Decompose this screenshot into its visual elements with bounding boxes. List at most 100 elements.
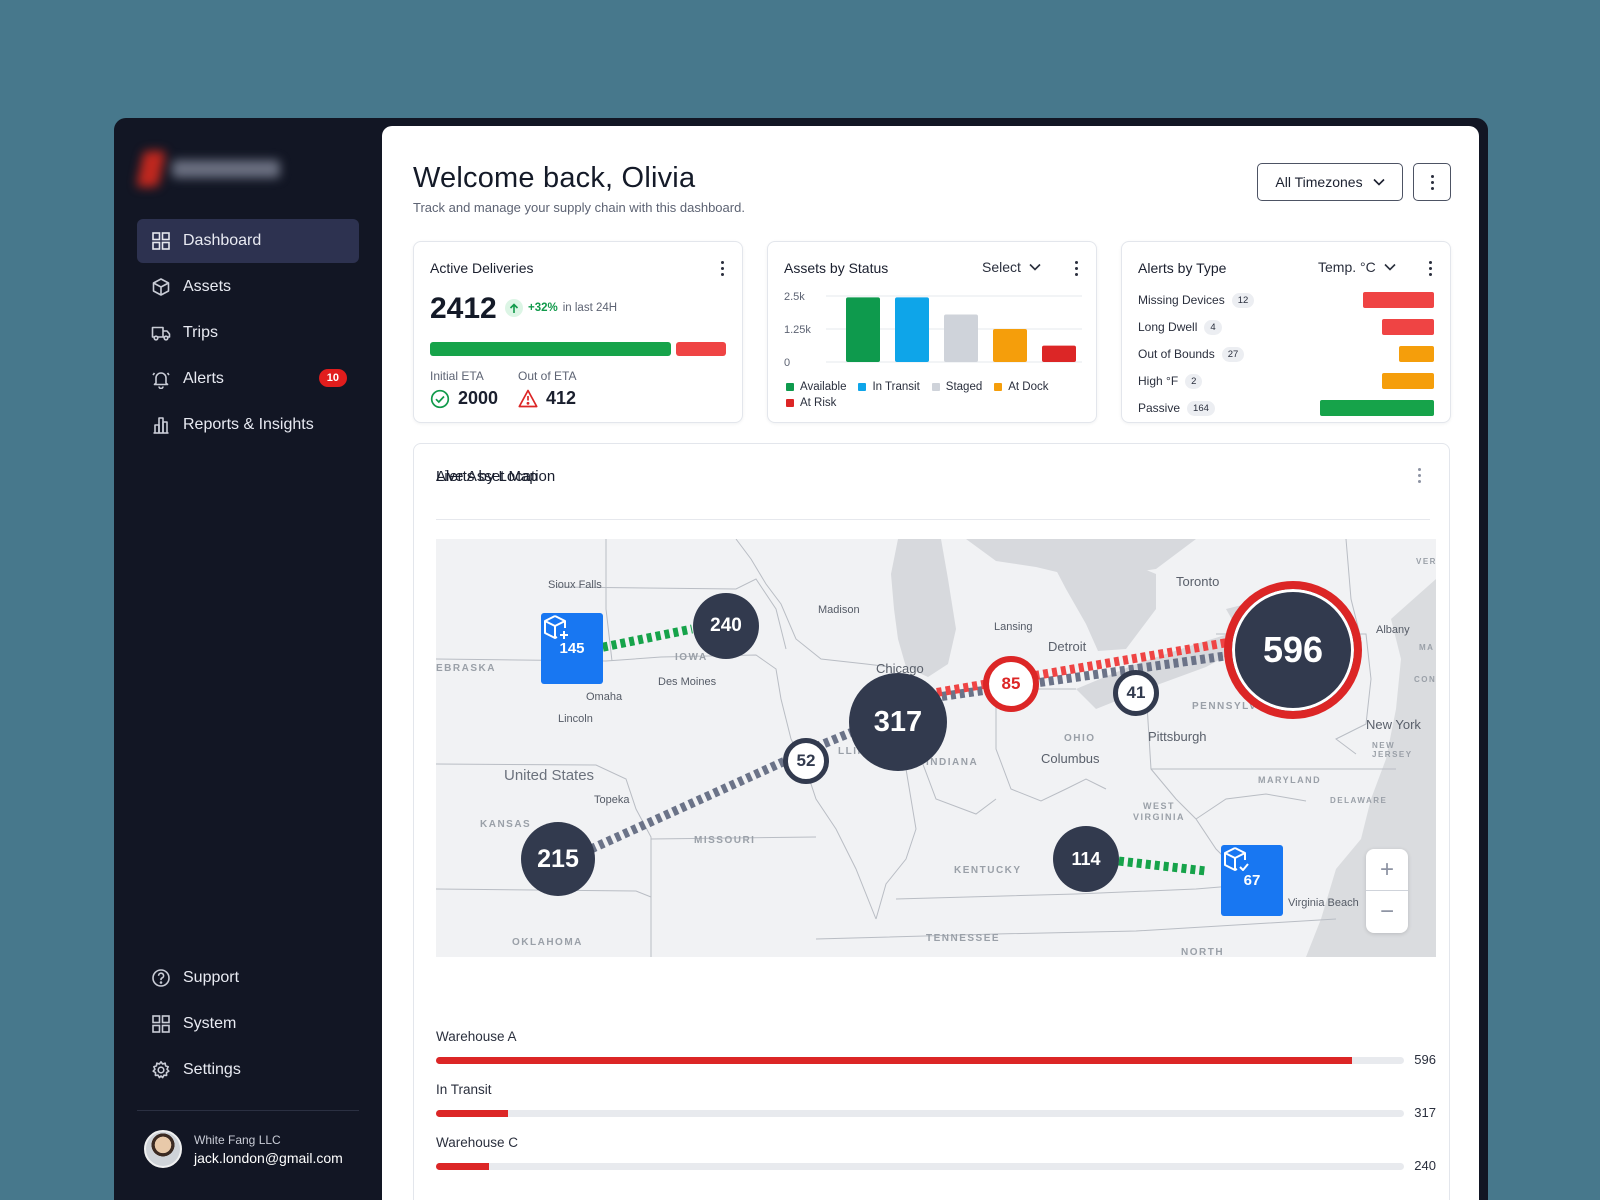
bell-icon	[152, 372, 170, 389]
assets-bar-chart: 2.5k 1.25k 0	[784, 291, 1082, 369]
alert-type-row[interactable]: Missing Devices 12	[1138, 291, 1434, 309]
map-label: EBRASKA	[436, 663, 496, 674]
map-cluster[interactable]: 317	[849, 673, 947, 771]
alert-type-row[interactable]: Out of Bounds 27	[1138, 345, 1434, 363]
map-cluster[interactable]: 215	[521, 822, 595, 896]
map-menu-button[interactable]	[1418, 468, 1421, 483]
location-bar-track	[436, 1163, 1404, 1170]
package-marker[interactable]: 145	[541, 613, 603, 684]
sidebar-item-support[interactable]: Support	[137, 956, 359, 1000]
map-label: IOWA	[675, 652, 708, 663]
initial-eta-value: 2000	[458, 388, 499, 408]
sidebar-item-trips[interactable]: Trips	[137, 311, 359, 355]
alert-type-count: 2	[1185, 373, 1203, 389]
brand-logo[interactable]	[136, 148, 290, 190]
timezone-label: All Timezones	[1275, 174, 1363, 190]
map-alert-marker[interactable]: 85	[983, 656, 1039, 712]
map-marker[interactable]: 52	[783, 738, 829, 784]
legend-item: At Risk	[786, 397, 836, 409]
map-label: Topeka	[594, 794, 630, 806]
chevron-down-icon	[1373, 178, 1385, 186]
map-label: OHIO	[1064, 733, 1096, 744]
alert-type-row[interactable]: Long Dwell 4	[1138, 318, 1434, 336]
map-label: INDIANA	[926, 757, 979, 768]
location-row[interactable]: Warehouse C 240	[436, 1135, 1436, 1173]
chevron-down-icon	[1029, 263, 1041, 271]
location-name: Warehouse C	[436, 1135, 519, 1150]
app-frame: Dashboard Assets Trips Alerts 10 Reports…	[114, 118, 1488, 1200]
location-value: 317	[1414, 1105, 1436, 1120]
sidebar-item-settings[interactable]: Settings	[137, 1048, 359, 1092]
package-plus-icon	[544, 615, 568, 639]
location-name: In Transit	[436, 1082, 492, 1097]
map-divider	[436, 519, 1430, 520]
card-menu-button[interactable]	[1429, 261, 1432, 276]
initial-eta: Initial ETA 2000	[430, 369, 498, 409]
map-label: KENTUCKY	[954, 865, 1022, 876]
arrow-up-icon	[505, 299, 523, 317]
sidebar-item-assets[interactable]: Assets	[137, 265, 359, 309]
map-label: Toronto	[1176, 574, 1220, 589]
sidebar-item-reports[interactable]: Reports & Insights	[137, 403, 359, 447]
sidebar-item-dashboard[interactable]: Dashboard	[137, 219, 359, 263]
alert-type-row[interactable]: High °F 2	[1138, 372, 1434, 390]
live-asset-map-card: Live Asset Map	[413, 443, 1450, 1200]
sidebar: Dashboard Assets Trips Alerts 10 Reports…	[114, 118, 382, 1200]
change-suffix: in last 24H	[562, 302, 618, 314]
map-marker[interactable]: 41	[1113, 670, 1159, 716]
initial-eta-label: Initial ETA	[430, 369, 484, 383]
map-title: Live Asset Map	[436, 468, 538, 485]
card-menu-button[interactable]	[1075, 261, 1078, 276]
map-label: Columbus	[1041, 751, 1100, 766]
map-zoom-control: + −	[1366, 849, 1408, 933]
alert-type-bar	[1320, 400, 1434, 416]
truck-icon	[151, 326, 171, 341]
alert-type-row[interactable]: Passive 164	[1138, 399, 1434, 417]
sidebar-item-label: Settings	[183, 1061, 241, 1078]
bar-in-transit	[895, 297, 929, 362]
status-select[interactable]: Select	[982, 259, 1041, 275]
location-bar-track	[436, 1057, 1404, 1064]
map-cluster-critical[interactable]: 596	[1224, 581, 1362, 719]
deliveries-total: 2412	[430, 292, 497, 325]
location-row[interactable]: In Transit 317	[436, 1082, 1436, 1120]
alert-type-label: Passive	[1138, 401, 1181, 415]
sidebar-item-system[interactable]: System	[137, 1002, 359, 1046]
map-cluster[interactable]: 114	[1053, 826, 1119, 892]
map-label: NORTH	[1181, 947, 1225, 957]
out-of-eta-value: 412	[546, 388, 577, 408]
location-bar-fill	[436, 1110, 509, 1117]
sidebar-item-label: Alerts	[183, 370, 224, 387]
page-more-button[interactable]	[1413, 163, 1451, 201]
avatar	[144, 1130, 182, 1168]
alerts-by-type-card: Alerts by Type Temp. °C Missing Devices 1…	[1121, 241, 1451, 423]
map-label: Chicago	[876, 661, 924, 676]
zoom-out-button[interactable]: −	[1379, 898, 1394, 925]
temperature-select[interactable]: Temp. °C	[1318, 259, 1396, 275]
timezone-dropdown[interactable]: All Timezones	[1257, 163, 1403, 201]
package-marker[interactable]: 67	[1221, 845, 1283, 916]
page-subtitle: Track and manage your supply chain with …	[413, 200, 745, 215]
live-asset-map[interactable]: Sioux Falls Madison Lansing Detroit Toro…	[436, 539, 1436, 957]
card-title: Active Deliveries	[430, 260, 534, 276]
legend-label: Staged	[945, 381, 983, 393]
assets-legend: Available In Transit Staged At Dock At Risk	[786, 381, 1086, 409]
y-tick-label: 0	[784, 357, 790, 369]
card-menu-button[interactable]	[721, 261, 724, 276]
map-label: DELAWARE	[1330, 796, 1388, 805]
bar-chart-icon	[153, 417, 169, 434]
out-of-eta-label: Out of ETA	[518, 369, 577, 383]
sidebar-item-label: Trips	[183, 324, 218, 341]
alert-type-label: Missing Devices	[1138, 293, 1225, 307]
map-label: Lincoln	[558, 713, 593, 725]
location-row[interactable]: Warehouse A 596	[436, 1029, 1436, 1067]
sidebar-item-alerts[interactable]: Alerts 10	[137, 357, 359, 401]
map-cluster[interactable]: 240	[693, 593, 759, 659]
location-name: Warehouse A	[436, 1029, 517, 1044]
bar-available	[846, 297, 880, 362]
map-label: NEW JERSEY	[1372, 741, 1413, 759]
map-label: Madison	[818, 604, 860, 616]
user-profile[interactable]: White Fang LLC jack.london@gmail.com	[144, 1130, 343, 1168]
zoom-in-button[interactable]: +	[1366, 849, 1408, 891]
assets-by-status-card: Assets by Status Select 2.5k 1.25k 0 Avail…	[767, 241, 1097, 423]
